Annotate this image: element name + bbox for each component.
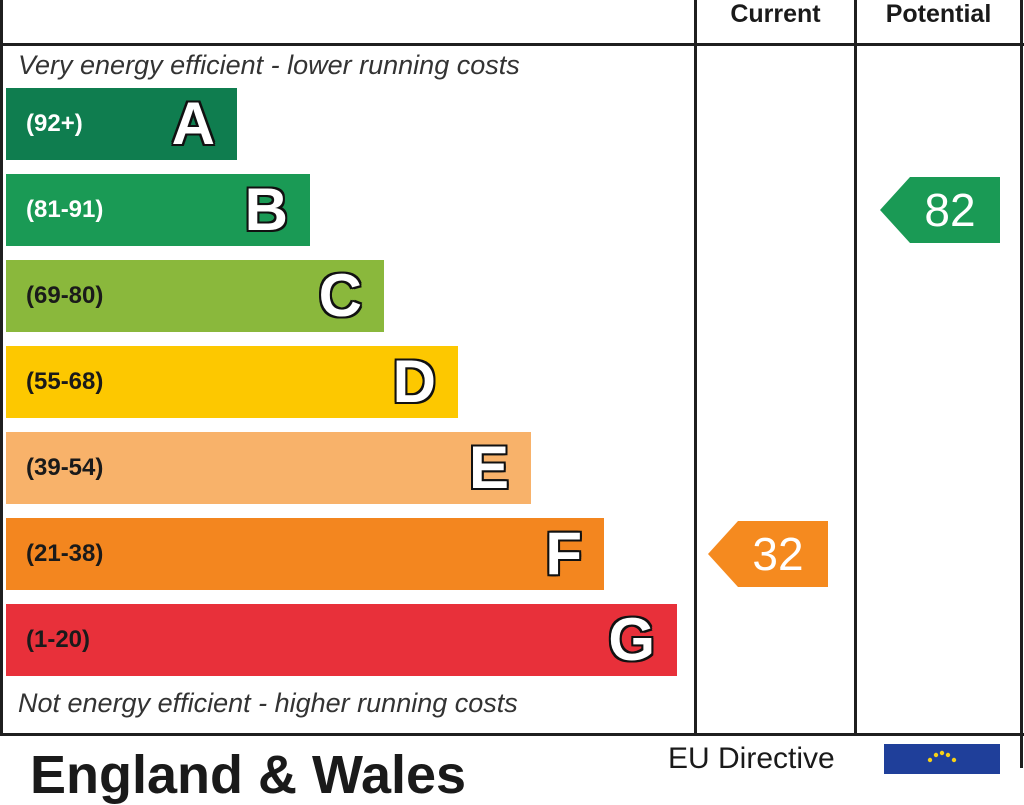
region-label: England & Wales bbox=[30, 745, 467, 805]
current-rating-value: 32 bbox=[752, 528, 804, 580]
rating-band-b: (81-91) B bbox=[6, 174, 310, 246]
potential-column-divider bbox=[854, 0, 857, 736]
band-letter: B bbox=[244, 176, 288, 243]
right-border bbox=[1020, 0, 1023, 768]
band-range-label: (81-91) bbox=[26, 196, 104, 223]
band-range-label: (69-80) bbox=[26, 282, 104, 309]
arrow-body bbox=[708, 521, 828, 587]
rating-band-f: (21-38) F bbox=[6, 518, 604, 590]
band-range-label: (92+) bbox=[26, 110, 83, 137]
footer-divider bbox=[0, 733, 1024, 736]
current-column-header: Current bbox=[730, 0, 821, 28]
rating-band-d: (55-68) D bbox=[6, 346, 458, 418]
rating-band-c: (69-80) C bbox=[6, 260, 384, 332]
current-arrow-shape bbox=[708, 521, 828, 587]
band-letter: E bbox=[468, 434, 509, 501]
inefficient-note: Not energy efficient - higher running co… bbox=[18, 688, 518, 718]
potential-column-header: Potential bbox=[885, 0, 992, 28]
efficient-note: Very energy efficient - lower running co… bbox=[18, 50, 520, 80]
header-divider bbox=[0, 43, 1024, 46]
left-border bbox=[0, 0, 3, 736]
rating-band-a: (92+) A bbox=[6, 88, 237, 160]
band-letter: A bbox=[171, 90, 215, 157]
eu-flag-icon bbox=[884, 744, 1000, 774]
band-letter: G bbox=[608, 606, 655, 673]
band-letter: C bbox=[318, 262, 362, 329]
eu-stars-icon bbox=[927, 750, 957, 763]
rating-band-e: (39-54) E bbox=[6, 432, 531, 504]
band-range-label: (55-68) bbox=[26, 368, 104, 395]
potential-rating-indicator: 82 bbox=[880, 177, 1000, 243]
band-range-label: (21-38) bbox=[26, 540, 104, 567]
arrow-body bbox=[880, 177, 1000, 243]
rating-band-g: (1-20) G bbox=[6, 604, 677, 676]
band-range-label: (1-20) bbox=[26, 626, 91, 653]
band-range-label: (39-54) bbox=[26, 454, 104, 481]
current-column-divider bbox=[694, 0, 697, 736]
band-letter: F bbox=[545, 520, 582, 587]
potential-rating-value: 82 bbox=[924, 184, 976, 236]
eu-directive-label: EU Directive bbox=[668, 742, 835, 775]
potential-arrow-shape bbox=[880, 177, 1000, 243]
current-rating-indicator: 32 bbox=[708, 521, 828, 587]
band-letter: D bbox=[392, 348, 436, 415]
